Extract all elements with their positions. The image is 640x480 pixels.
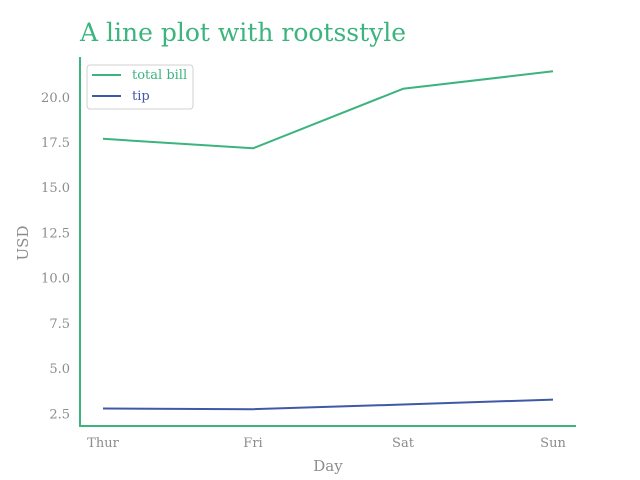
y-axis-label: USD	[14, 226, 32, 261]
y-tick-label: 15.0	[41, 181, 70, 196]
x-axis-ticks: Thur Fri Sat Sun	[87, 436, 566, 451]
legend-label: total bill	[132, 68, 187, 83]
y-axis-ticks: 2.5 5.0 7.5 10.0 12.5 15.0 17.5 20.0	[41, 91, 70, 423]
y-tick-label: 12.5	[41, 226, 70, 241]
chart-title: A line plot with rootsstyle	[79, 18, 406, 47]
x-tick-label: Fri	[243, 436, 262, 451]
x-axis-label: Day	[313, 457, 343, 475]
legend-label: tip	[132, 89, 150, 104]
y-tick-label: 20.0	[41, 91, 70, 106]
y-tick-label: 10.0	[41, 272, 70, 287]
y-tick-label: 2.5	[49, 407, 70, 422]
x-tick-label: Sun	[540, 436, 566, 451]
legend: total bill tip	[86, 64, 194, 110]
series-lines	[102, 70, 554, 411]
axes	[79, 57, 576, 427]
y-tick-label: 7.5	[49, 317, 70, 332]
y-tick-label: 5.0	[49, 362, 70, 377]
x-tick-label: Thur	[87, 436, 119, 451]
series-line-tip	[102, 398, 554, 411]
x-tick-label: Sat	[392, 436, 415, 451]
series-line-total-bill	[102, 70, 554, 150]
y-tick-label: 17.5	[41, 136, 70, 151]
